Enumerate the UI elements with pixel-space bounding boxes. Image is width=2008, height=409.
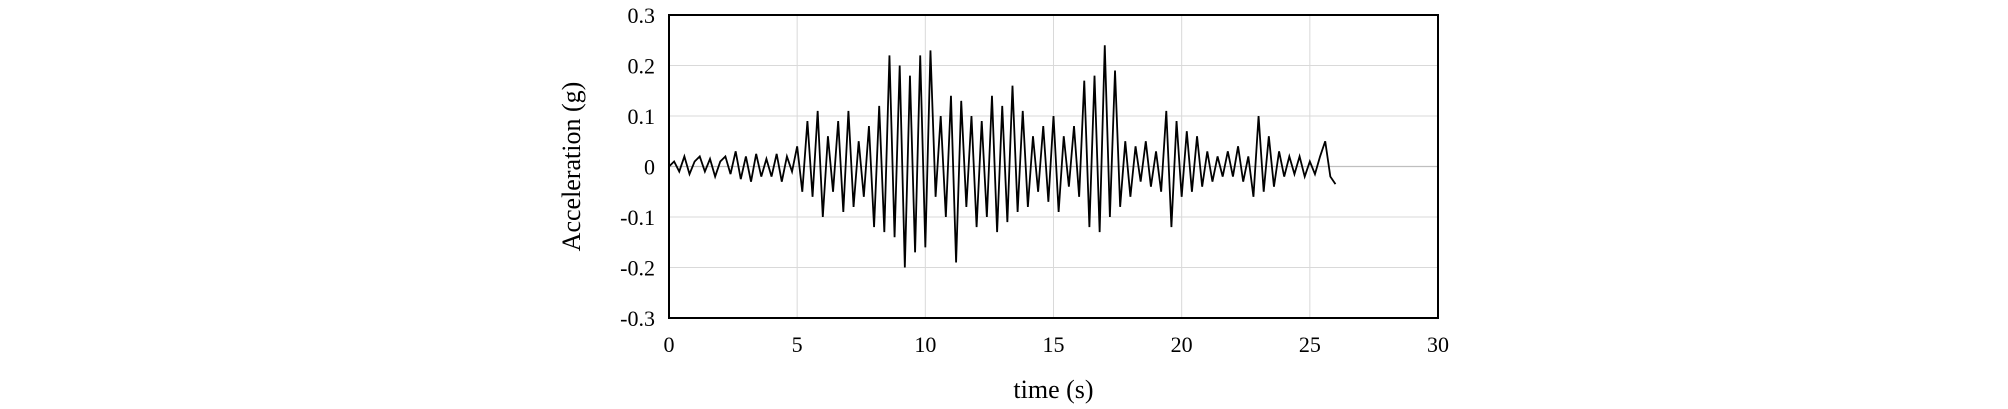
- y-tick-label: 0.2: [628, 54, 656, 79]
- y-axis-tick-labels: -0.3 -0.2 -0.1 0 0.1 0.2 0.3: [620, 3, 655, 331]
- x-axis-title: time (s): [1013, 375, 1093, 404]
- x-tick-label: 10: [914, 332, 936, 357]
- x-tick-label: 30: [1427, 332, 1449, 357]
- y-tick-label: 0: [644, 155, 655, 180]
- x-tick-label: 5: [792, 332, 803, 357]
- x-tick-label: 15: [1043, 332, 1065, 357]
- y-axis-title: Acceleration (g): [557, 82, 586, 252]
- y-tick-label: 0.3: [628, 3, 656, 28]
- y-tick-label: -0.2: [620, 256, 655, 281]
- x-tick-label: 0: [664, 332, 675, 357]
- y-tick-label: 0.1: [628, 104, 656, 129]
- x-axis-tick-labels: 0 5 10 15 20 25 30: [664, 332, 1450, 357]
- y-tick-label: -0.3: [620, 306, 655, 331]
- acceleration-series-line: [668, 45, 1337, 268]
- plot-area-frame: [668, 14, 1439, 319]
- x-tick-label: 25: [1299, 332, 1321, 357]
- y-tick-label: -0.1: [620, 205, 655, 230]
- x-tick-label: 20: [1171, 332, 1193, 357]
